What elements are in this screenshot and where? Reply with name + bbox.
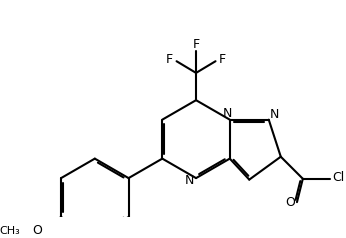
Text: F: F [219,53,226,66]
Text: N: N [223,107,233,120]
Text: CH₃: CH₃ [0,226,20,236]
Text: N: N [270,109,279,121]
Text: N: N [184,174,194,187]
Text: F: F [166,53,173,66]
Text: F: F [192,38,200,51]
Text: O: O [285,196,295,209]
Text: O: O [33,224,43,237]
Text: Cl: Cl [333,171,345,184]
